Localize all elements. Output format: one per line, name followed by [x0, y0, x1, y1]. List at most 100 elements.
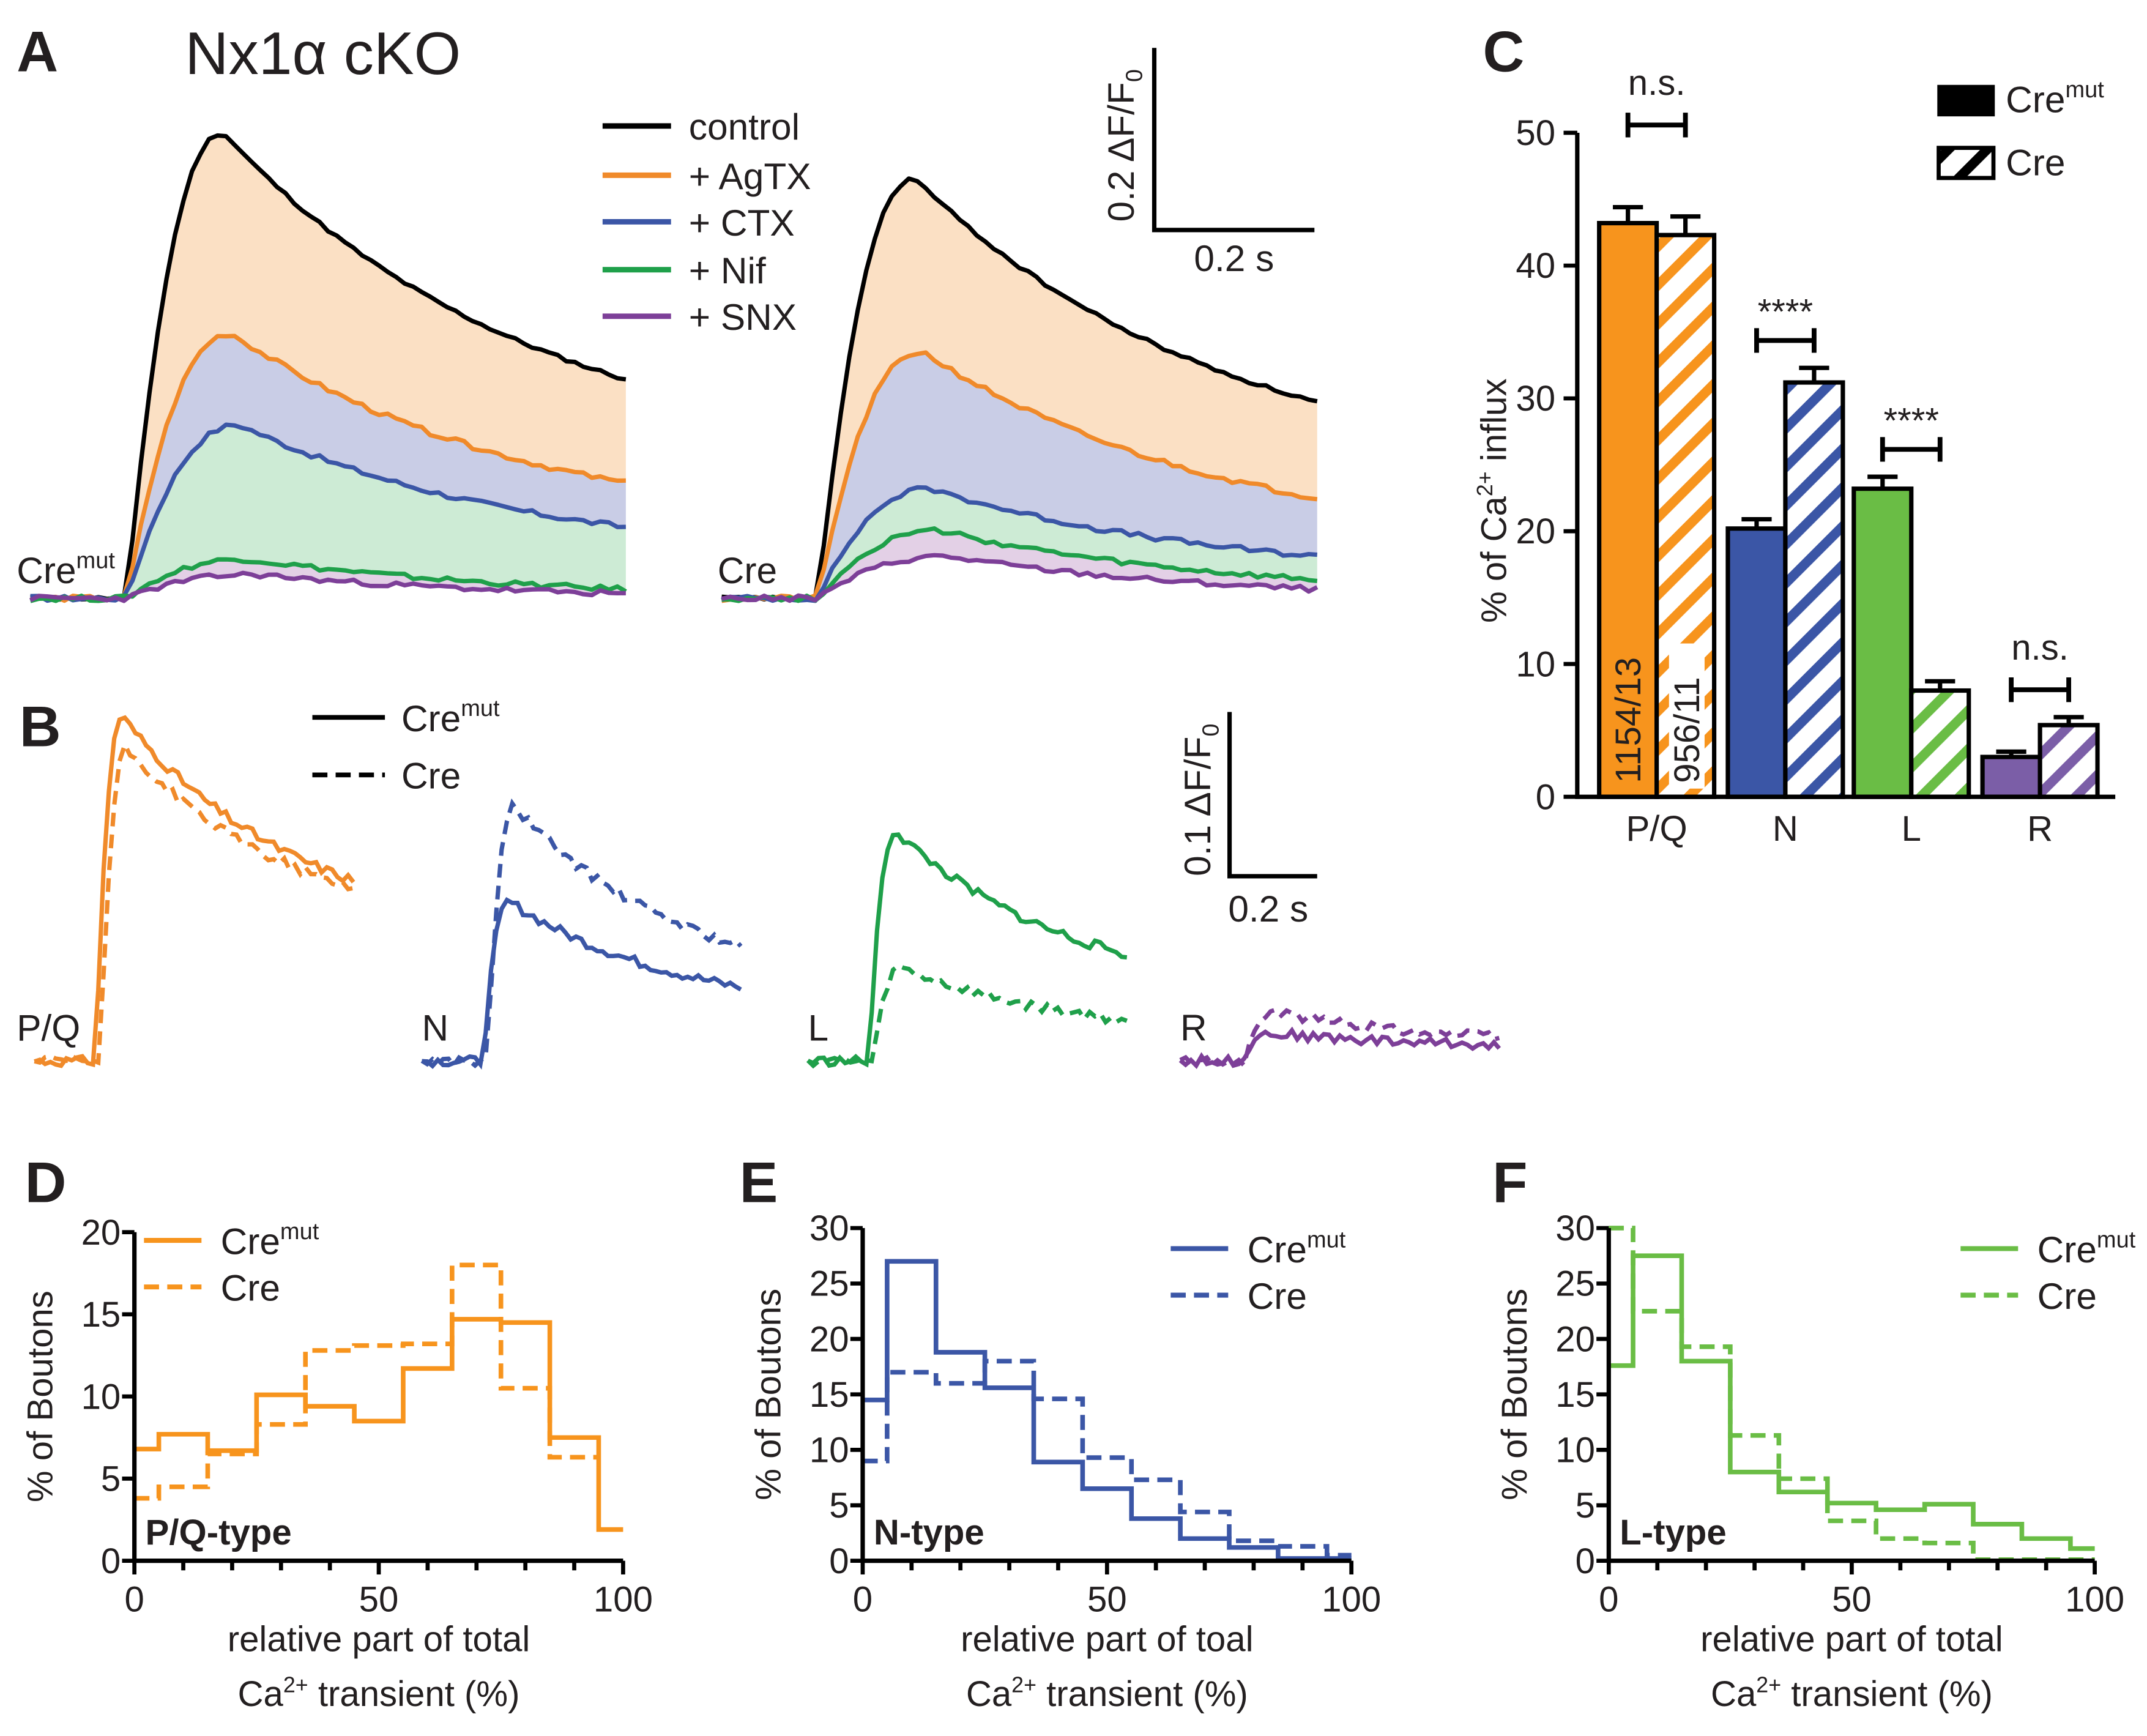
panel-f: F 0 50 100 0 5 10 15 20 25 30 % of Boutons relative …	[1492, 1150, 2136, 1713]
trace-ctx-group-0	[30, 422, 626, 603]
text-span: mut	[2097, 1227, 2136, 1253]
y-tick-label: 20	[81, 1213, 121, 1253]
trace-agtx-group-0	[29, 333, 626, 603]
legend-c-cre: Cre	[2006, 141, 2065, 183]
x-tick-label: 0	[1599, 1579, 1618, 1619]
c-x-tick-label: N	[1773, 809, 1798, 849]
histogram-cre	[134, 1262, 599, 1501]
bar-r-cremut	[1980, 754, 2042, 799]
group-label-cremut: Cremut	[17, 548, 115, 592]
histogram-cre	[1609, 1226, 2095, 1562]
y-tick-label: 30	[809, 1209, 849, 1248]
channel-label-pq: P/Q	[17, 1007, 80, 1048]
y-tick-label: 25	[809, 1264, 849, 1304]
trace-snx-group-1	[721, 553, 1319, 603]
text-span: Cre	[2037, 1229, 2097, 1270]
legend-label-cre: Cre	[1248, 1275, 1307, 1317]
legend-c-hatched-swatch	[1937, 146, 1996, 181]
histogram-annotation: L-type	[1620, 1513, 1726, 1552]
c-y-tick-label: 50	[1516, 113, 1555, 153]
panel-letter-b: B	[20, 694, 61, 758]
y-axis-label: % of Boutons	[20, 1291, 60, 1502]
y-tick-label: 5	[101, 1459, 121, 1499]
channel-label-r: R	[1180, 1007, 1207, 1048]
bar-n-cremut	[1725, 526, 1788, 799]
trace-control-group-0	[30, 133, 627, 602]
x-axis-label-line2: Ca2+ transient (%)	[238, 1672, 520, 1713]
legend-label-cremut: Cremut	[1248, 1227, 1346, 1270]
c-x-tick-label: R	[2027, 809, 2053, 849]
histogram-cremut	[862, 1259, 1352, 1561]
text-span: transient (%)	[1781, 1674, 1993, 1714]
panel-d: D 0 50 100 0 5 10 15 20 % of Boutons relative part…	[20, 1150, 653, 1713]
x-tick-label: 0	[853, 1579, 873, 1619]
significance-label: n.s.	[2011, 628, 2069, 668]
y-axis-label: % of Boutons	[749, 1289, 789, 1500]
trace-ctx-group-1	[721, 485, 1317, 603]
legend-c-cremut: Cremut	[2006, 77, 2104, 121]
scale-bar-a-lines	[1152, 48, 1315, 233]
n-label-cre: 956/11	[1667, 677, 1707, 783]
channel-label-l: L	[808, 1007, 828, 1048]
text-span: 2+	[1011, 1672, 1036, 1697]
c-y-tick-label: 20	[1516, 512, 1555, 551]
text-span: transient (%)	[1036, 1674, 1248, 1714]
fill-ctx-group-0	[30, 425, 626, 602]
text-span: 2+	[1756, 1672, 1781, 1697]
legend-label-1: + AgTX	[689, 155, 811, 197]
trace-n-cre	[420, 798, 743, 1070]
n-label-cre-background	[1669, 643, 1705, 789]
histogram-cremut	[1609, 1253, 2095, 1551]
x-tick-label: 100	[2065, 1579, 2124, 1619]
legend-b-cremut: Cremut	[401, 696, 500, 739]
fill-control-group-0	[30, 135, 626, 601]
x-tick-label: 100	[1322, 1579, 1381, 1619]
text-span: transient (%)	[308, 1674, 520, 1714]
group-label-cre: Cre	[718, 549, 777, 591]
y-tick-label: 20	[1555, 1319, 1595, 1359]
x-axis-label-line1: relative part of total	[1700, 1619, 2003, 1659]
panel-letter-a: A	[17, 19, 58, 83]
trace-pq-cre	[34, 739, 354, 1066]
y-tick-label: 0	[101, 1541, 121, 1581]
text-span: Cre	[221, 1220, 280, 1262]
bar-l-cre	[1909, 688, 1971, 799]
y-tick-label: 15	[81, 1295, 121, 1335]
text-span: Ca	[238, 1674, 284, 1714]
c-y-tick-label: 10	[1516, 644, 1555, 684]
trace-r-cre	[1179, 1007, 1500, 1070]
text-span: Cre	[2037, 1275, 2097, 1317]
c-axes	[1575, 133, 2116, 799]
legend-c-solid-swatch	[1937, 84, 1995, 117]
scale-bar-b: 0.1 ΔF/F0 0.2 s	[1177, 712, 1317, 929]
c-y-tick-label: 40	[1516, 246, 1555, 286]
panel-c: C % of Ca2+ influx 0 10 20 30 40 50 P/Q n.s. N **…	[1473, 19, 2116, 849]
legend-b-cre: Cre	[401, 755, 461, 797]
histogram-cre	[862, 1358, 1352, 1558]
x-tick-label: 50	[359, 1579, 399, 1619]
text-span: mut	[280, 1219, 319, 1245]
panel-c-legend: Cremut Cre	[1937, 77, 2104, 183]
significance-bracket	[1754, 328, 1817, 353]
axes	[860, 1227, 1352, 1563]
axes	[132, 1232, 623, 1563]
panel-letter-c: C	[1483, 19, 1524, 83]
trace-l-cremut	[807, 832, 1128, 1068]
n-label-cremut: 1154/13	[1609, 657, 1648, 783]
scale-bar-a-y-label: 0.2 ΔF/F0	[1100, 69, 1147, 222]
x-axis-label-line1: relative part of total	[228, 1619, 530, 1659]
c-y-tick-label: 0	[1536, 777, 1555, 817]
y-tick-label: 10	[81, 1377, 121, 1417]
legend-label-2: + CTX	[689, 202, 795, 244]
y-tick-label: 25	[1555, 1264, 1595, 1304]
text-span: Cre	[221, 1267, 280, 1309]
text-span: Ca	[966, 1674, 1012, 1714]
y-tick-label: 10	[809, 1431, 849, 1470]
legend-label-3: + Nif	[689, 250, 766, 291]
y-tick-label: 0	[829, 1541, 849, 1581]
trace-pq-cremut	[34, 715, 355, 1068]
text-span: mut	[1307, 1227, 1346, 1253]
legend-label-cre: Cre	[221, 1267, 280, 1309]
